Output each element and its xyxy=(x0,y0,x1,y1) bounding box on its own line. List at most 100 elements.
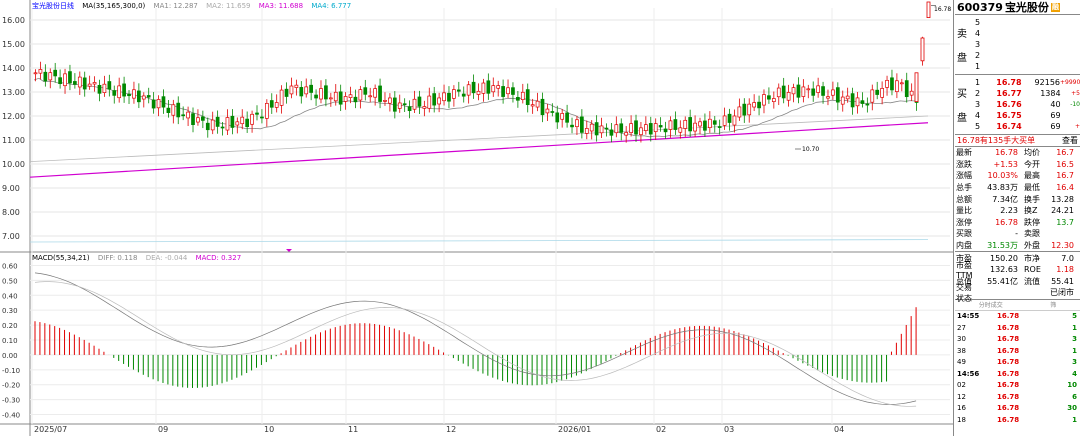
stat-key: 涨停 xyxy=(956,217,972,227)
candle-down xyxy=(378,85,382,102)
x-tick-label: 10 xyxy=(264,425,274,434)
buy-level-row[interactable]: 3 16.76 40 -10 xyxy=(955,99,1080,110)
stock-name: 宝光股份 xyxy=(1004,1,1049,14)
tick-row: 14:56 16.78 4 xyxy=(955,368,1080,380)
trade-tab[interactable]: 分时成交 xyxy=(978,302,1003,310)
tick-row: 14:55 16.78 5 xyxy=(955,311,1080,323)
candle-down xyxy=(461,93,466,97)
candle-down xyxy=(757,101,761,109)
macd-tick-label: -0.40 xyxy=(2,412,20,420)
buy-side-label-1: 买 xyxy=(957,89,967,100)
macd-dea: DEA: -0.044 xyxy=(145,254,188,262)
candle-up xyxy=(914,72,919,103)
candle-up xyxy=(141,95,146,100)
candle-up xyxy=(427,95,432,109)
candle-down xyxy=(875,89,880,95)
candle-up xyxy=(614,124,619,134)
candle-up xyxy=(373,88,377,98)
candle-down xyxy=(767,95,771,100)
macd-value: MACD: 0.327 xyxy=(195,254,242,262)
view-button[interactable]: 查看 xyxy=(1062,136,1078,145)
buy-level-change: +5 xyxy=(1071,90,1080,97)
candle-down xyxy=(166,107,171,114)
tick-time: 18 xyxy=(957,415,966,424)
candle-down xyxy=(688,117,693,132)
candle-down xyxy=(565,112,569,123)
candle-down xyxy=(338,91,343,105)
ma3-value: MA3: 11.688 xyxy=(258,2,304,10)
candle-down xyxy=(107,81,112,90)
stat-value: 43.83万 xyxy=(987,183,1018,193)
cursor-marker xyxy=(286,249,292,252)
stat-key: ROE xyxy=(1024,265,1041,275)
candle-down xyxy=(260,116,264,119)
big-order-row[interactable]: 16.78有135手大买单 查看 xyxy=(955,135,1080,147)
candle-down xyxy=(230,115,235,128)
stat-key: 市盈 xyxy=(956,253,972,263)
tick-volume: 6 xyxy=(1072,392,1077,401)
candle-down xyxy=(161,96,166,108)
stock-header[interactable]: 600379 宝光股份 融 xyxy=(955,0,1080,15)
stat-value: 12.30 xyxy=(1051,241,1074,251)
sell-level-row[interactable]: 1 xyxy=(955,61,1080,72)
sell-level-row[interactable]: 2 xyxy=(955,50,1080,61)
candle-down xyxy=(53,69,58,77)
candle-up xyxy=(707,118,712,129)
sell-level-row[interactable]: 3 xyxy=(955,39,1080,50)
candle-up xyxy=(289,85,294,95)
candle-up xyxy=(855,97,860,107)
buy-level-row[interactable]: 4 16.75 69 xyxy=(955,110,1080,121)
trade-filter[interactable]: 筛 xyxy=(1050,302,1057,310)
candle-down xyxy=(865,103,870,106)
stat-key: 市净 xyxy=(1024,253,1040,263)
candle-up xyxy=(102,83,107,93)
buy-level-row[interactable]: 2 16.77 1384 +5 xyxy=(955,88,1080,99)
tick-row: 02 16.78 10 xyxy=(955,380,1080,392)
macd-tick-label: -0.20 xyxy=(2,382,20,390)
sell-level-row[interactable]: 5 xyxy=(955,17,1080,28)
stat-value: 132.63 xyxy=(990,265,1018,275)
buy-level-volume: 69 xyxy=(1050,122,1061,131)
stat-value: 13.7 xyxy=(1056,217,1074,227)
stat-value: +1.53 xyxy=(993,159,1018,169)
macd-diff-line xyxy=(34,272,917,405)
candle-up xyxy=(624,132,629,136)
buy-level-number: 4 xyxy=(975,111,981,120)
candle-down xyxy=(112,90,117,96)
tick-row: 12 16.78 6 xyxy=(955,391,1080,403)
tick-price: 16.78 xyxy=(997,381,1020,390)
candle-down xyxy=(181,114,186,117)
chart-area[interactable]: 16.00 15.00 14.00 13.00 12.00 11.00 10.00 9.00 8… xyxy=(0,0,954,436)
tick-time: 14:56 xyxy=(957,369,980,378)
tick-time: 38 xyxy=(957,346,966,355)
candle-up xyxy=(274,102,279,108)
candle-down xyxy=(191,113,195,126)
high-annotation: 16.78 xyxy=(934,6,952,13)
tick-volume: 4 xyxy=(1072,369,1077,378)
x-tick-label: 2026/01 xyxy=(558,425,591,434)
candle-up xyxy=(806,88,811,91)
buy-level-row[interactable]: 1 16.78 92156 +9990 xyxy=(955,77,1080,88)
candle-down xyxy=(68,71,72,84)
tick-row: 49 16.78 3 xyxy=(955,357,1080,369)
kline-chart[interactable]: 16.00 15.00 14.00 13.00 12.00 11.00 10.00 9.00 8… xyxy=(0,0,954,436)
buy-level-row[interactable]: 5 16.74 69 + xyxy=(955,121,1080,132)
candle-up xyxy=(840,96,845,105)
stat-row: 买跟 - 卖跟 xyxy=(955,228,1080,240)
stat-key: 总手 xyxy=(956,183,972,193)
candle-up xyxy=(319,88,323,100)
buy-level-price: 16.78 xyxy=(996,78,1022,87)
buy-level-volume: 40 xyxy=(1050,100,1061,109)
stat-key: 交易状态 xyxy=(956,282,972,303)
candle-up xyxy=(535,100,540,108)
candle-up xyxy=(678,127,683,133)
candle-down xyxy=(220,126,225,129)
sell-level-number: 1 xyxy=(975,62,981,71)
candle-down xyxy=(97,84,102,94)
candle-up xyxy=(506,87,510,95)
stat-row: 总手 43.83万 最低 16.4 xyxy=(955,182,1080,194)
sell-level-row[interactable]: 4 xyxy=(955,28,1080,39)
sell-side-label-1: 卖 xyxy=(957,29,967,40)
candle-down xyxy=(215,116,220,127)
trade-header[interactable]: 分时成交 筛 xyxy=(955,300,1080,311)
